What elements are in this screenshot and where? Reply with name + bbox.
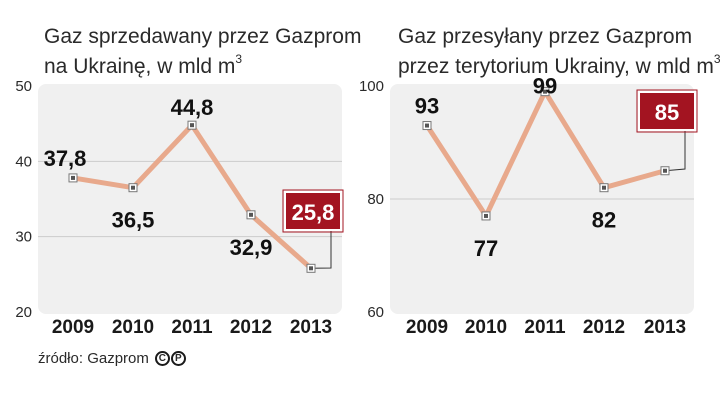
- data-label: 36,5: [112, 208, 155, 233]
- x-tick-label: 2010: [465, 317, 507, 338]
- chart-left: 20 30 40 50 2009 2010 2011 2012 2013 37,8 36,5 44,8…: [15, 78, 344, 338]
- copyright-icon: C: [154, 351, 170, 366]
- x-tick-label: 2009: [406, 317, 448, 338]
- data-point-marker-dot: [663, 168, 667, 173]
- y-tick-label: 80: [367, 191, 384, 208]
- data-label: 93: [415, 94, 439, 119]
- x-tick-label: 2012: [230, 317, 272, 338]
- data-point-marker-dot: [602, 185, 606, 190]
- data-point-marker-dot: [543, 89, 547, 94]
- highlight-box-border: [636, 89, 698, 133]
- y-tick-label: 60: [367, 304, 384, 321]
- data-point-marker-dot: [249, 212, 253, 217]
- data-label: 37,8: [44, 146, 87, 171]
- highlight-data-label: 85: [655, 100, 679, 125]
- data-point-marker-dot: [131, 185, 135, 190]
- chart-title-right-line2-text: przez terytorium Ukrainy, w mld m: [398, 55, 714, 78]
- plot-panel-left: [38, 84, 342, 314]
- x-tick-label: 2009: [52, 317, 94, 338]
- highlight-box: [284, 191, 342, 231]
- chart-title-left: Gaz sprzedawany przez Gazprom na Ukrainę…: [44, 25, 361, 79]
- x-tick-label: 2013: [644, 317, 686, 338]
- data-label: 44,8: [171, 95, 214, 120]
- chart-title-left-line2: na Ukrainę, w mld m3: [44, 49, 361, 79]
- chart-title-left-sup: 3: [235, 52, 243, 66]
- highlight-box: [638, 91, 696, 131]
- data-label: 99: [533, 74, 557, 99]
- data-point-marker-dot: [425, 123, 429, 128]
- highlight-leader-line: [664, 130, 686, 172]
- chart-title-right-line2: przez terytorium Ukrainy, w mld m3: [398, 49, 720, 79]
- data-point-marker-dot: [190, 123, 194, 128]
- x-tick-label: 2013: [290, 317, 332, 338]
- highlight-box-border: [282, 189, 344, 233]
- y-tick-label: 20: [15, 304, 32, 321]
- chart-title-right-line1: Gaz przesyłany przez Gazprom: [398, 25, 693, 48]
- x-tick-label: 2012: [583, 317, 625, 338]
- x-tick-label: 2011: [524, 317, 566, 338]
- x-tick-label: 2011: [171, 317, 213, 338]
- y-tick-label: 100: [359, 78, 384, 95]
- highlight-leader-line: [310, 230, 332, 269]
- chart-title-right: Gaz przesyłany przez Gazprom przez teryt…: [398, 25, 720, 79]
- source-note: źródło: Gazprom C P: [38, 350, 186, 367]
- y-tick-label: 30: [15, 229, 32, 246]
- data-point-marker-dot: [484, 213, 488, 218]
- data-label: 82: [592, 208, 616, 233]
- chart-title-left-line1: Gaz sprzedawany przez Gazprom: [44, 25, 362, 48]
- data-point-marker-dot: [71, 175, 75, 180]
- data-label: 77: [474, 236, 498, 261]
- chart-right: 60 80 100 2009 2010 2011 2012 2013 93 77 99 82 85: [359, 74, 698, 338]
- y-tick-label: 40: [15, 153, 32, 170]
- chart-title-left-line2-text: na Ukrainę, w mld m: [44, 55, 236, 78]
- p-circle-icon: P: [170, 351, 186, 366]
- data-point-marker-dot: [309, 266, 313, 271]
- source-text: źródło: Gazprom: [38, 350, 149, 367]
- x-tick-label: 2010: [112, 317, 154, 338]
- chart-title-right-sup: 3: [713, 52, 720, 66]
- data-label: 32,9: [230, 235, 273, 260]
- highlight-data-label: 25,8: [292, 200, 335, 225]
- license-icons: C P: [154, 351, 186, 366]
- y-tick-label: 50: [15, 78, 32, 95]
